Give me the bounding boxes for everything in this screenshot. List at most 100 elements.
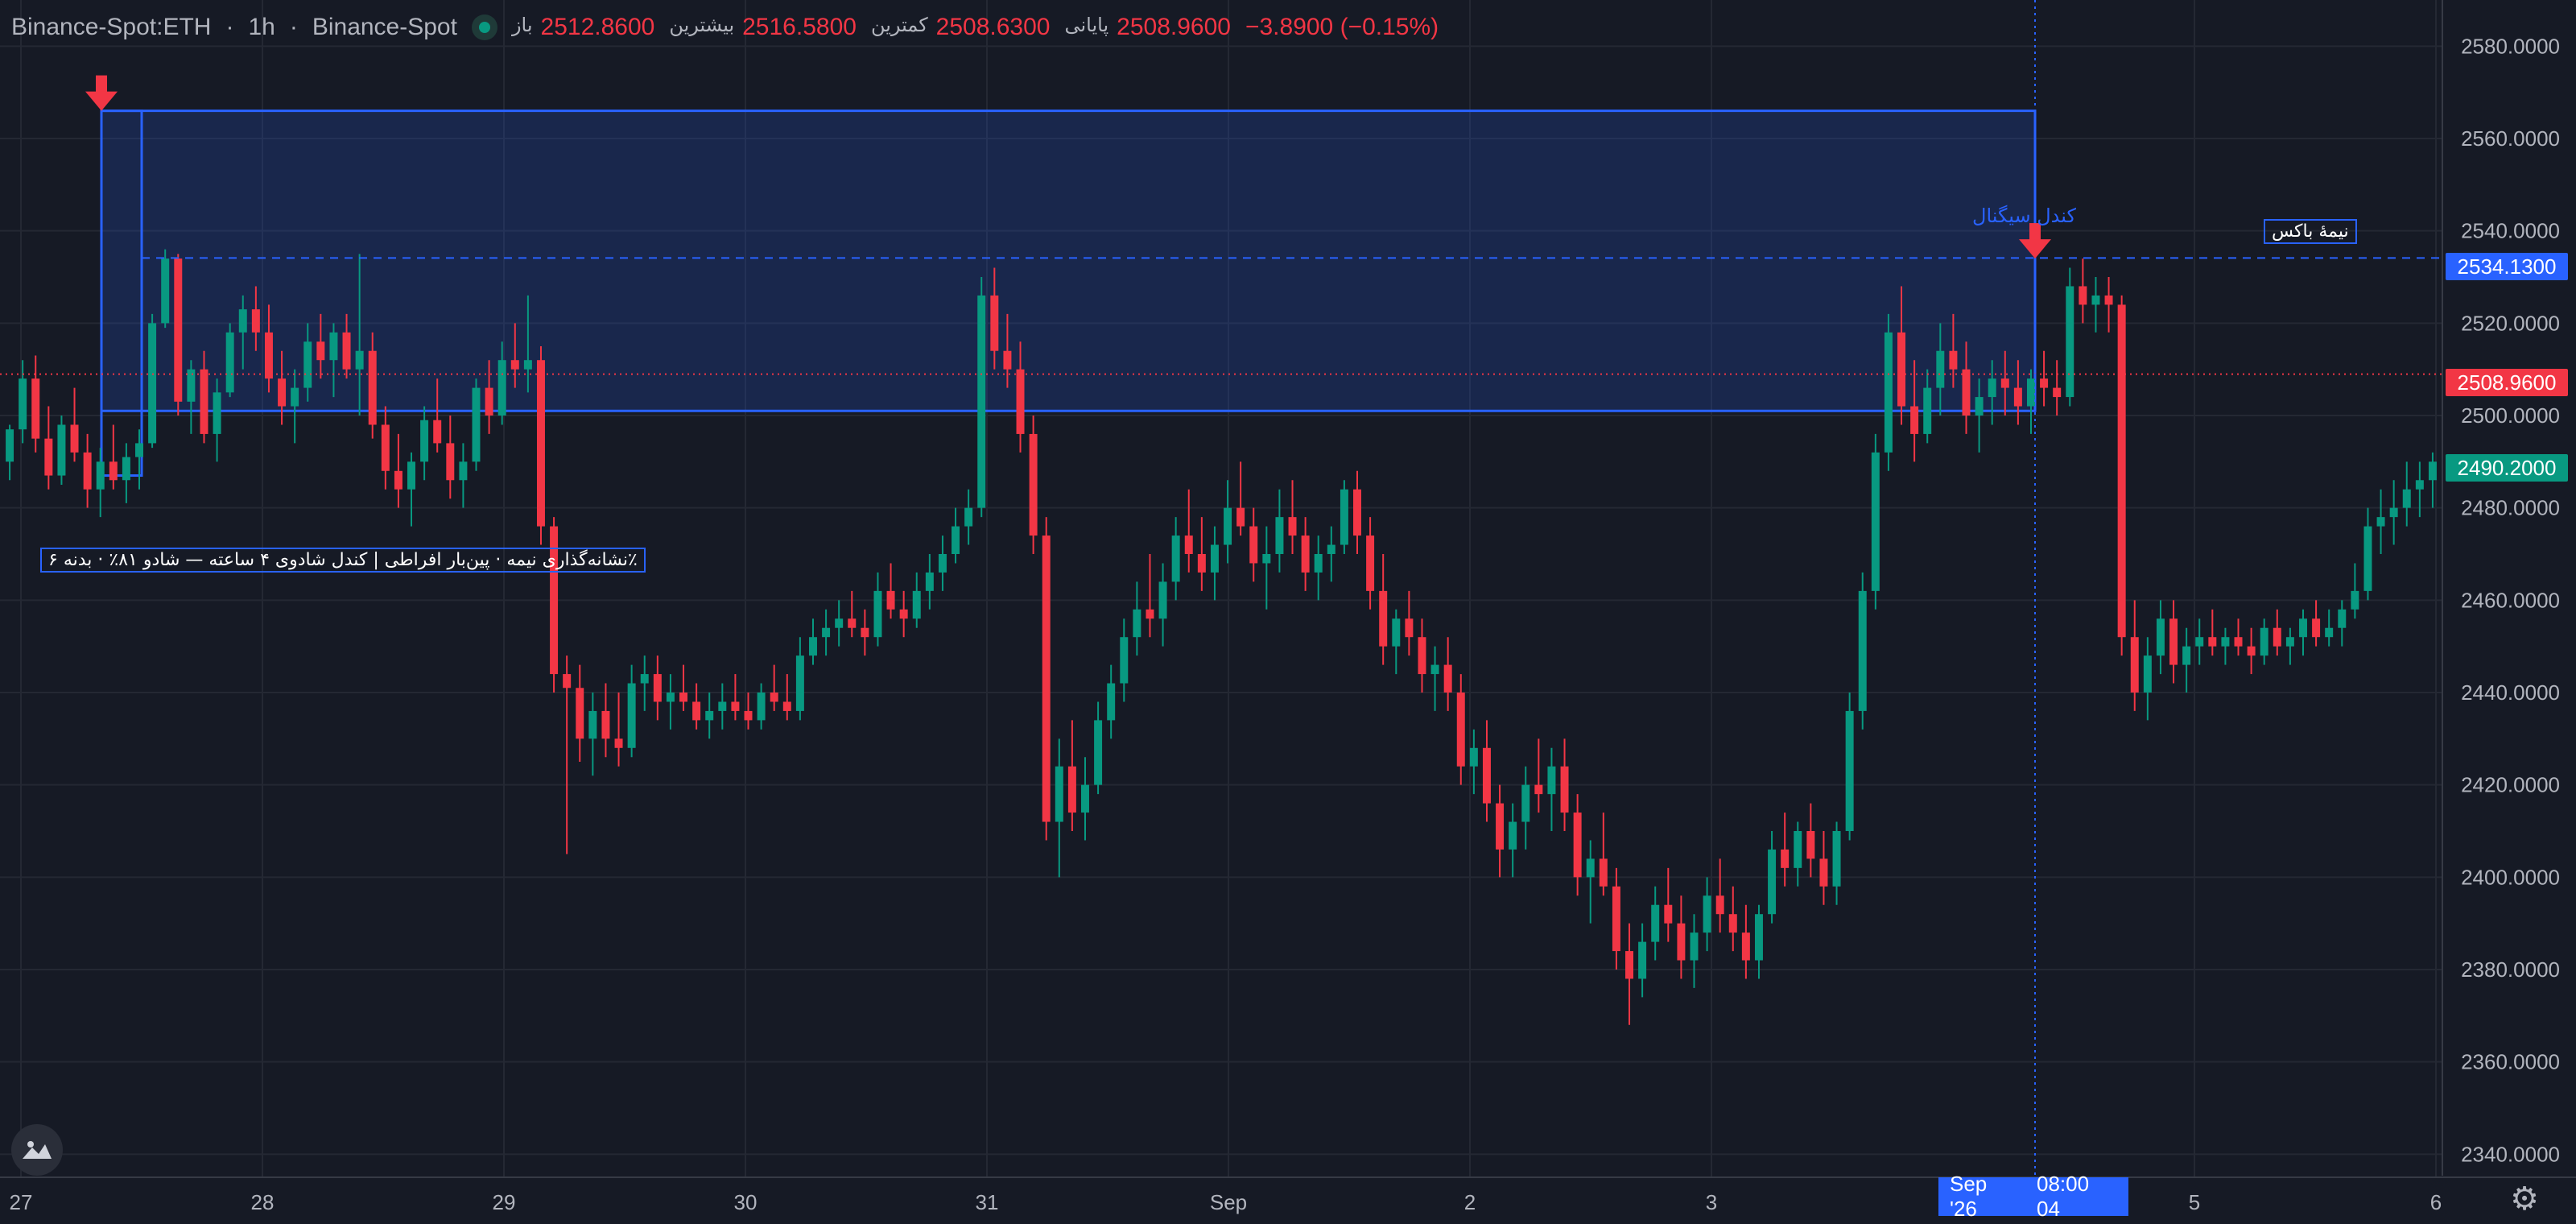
candle [1392, 609, 1401, 675]
candle-body [31, 378, 40, 439]
candle-body [485, 387, 493, 416]
candle [2013, 360, 2022, 425]
candle [1703, 877, 1711, 952]
candle [952, 507, 960, 564]
candle-body [2195, 637, 2204, 647]
candle-body [1884, 332, 1893, 453]
candle [1612, 867, 1620, 970]
candle [316, 313, 325, 379]
supply-zone-box [100, 110, 2037, 412]
candle-body [2221, 637, 2230, 647]
candle-body [2091, 295, 2100, 305]
candle-body [213, 392, 221, 434]
candle [2325, 609, 2334, 647]
candle-body [563, 674, 572, 688]
candle [200, 350, 208, 444]
candle-body [2325, 627, 2334, 638]
candle-body [2040, 378, 2049, 388]
candle-body [1703, 895, 1711, 933]
candle [1482, 720, 1491, 822]
candle-body [2247, 646, 2256, 656]
candle-body [1832, 831, 1841, 887]
candle [886, 563, 895, 619]
settings-gear-icon[interactable]: ⚙ [2510, 1181, 2539, 1217]
candle [225, 323, 234, 398]
candle [731, 674, 740, 721]
candle [679, 664, 688, 711]
candle [2026, 369, 2035, 434]
candle-body [2013, 387, 2022, 407]
candle-body [744, 710, 753, 721]
candle-body [757, 693, 766, 721]
candle [1975, 378, 1984, 453]
candle-body [381, 424, 390, 471]
half-box-label[interactable]: نیمهٔ باکس [2264, 219, 2357, 244]
candle [148, 313, 157, 449]
candle-body [2312, 618, 2321, 638]
candle-body [1236, 507, 1245, 527]
candle [2273, 609, 2281, 656]
candle-body [96, 461, 105, 490]
candle-body [1781, 849, 1790, 868]
crosshair-time-badge: Sep '26 08:00 04 [1938, 1172, 2128, 1221]
candle-body [1871, 452, 1880, 591]
candle-body [523, 360, 532, 370]
candle [1910, 360, 1919, 462]
candle [770, 664, 778, 711]
candle-body [1482, 747, 1491, 804]
candle [2363, 507, 2372, 601]
candle-body [6, 429, 14, 462]
candle [653, 655, 662, 721]
candle [1418, 618, 1426, 693]
candle-body [2104, 295, 2113, 305]
candle [1988, 360, 1996, 425]
candle [1781, 813, 1790, 887]
candle-body [808, 637, 817, 656]
candle [2247, 627, 2256, 675]
candle-body [316, 341, 325, 361]
candle-body [952, 526, 960, 554]
candle-body [822, 627, 831, 638]
candle [822, 609, 831, 656]
candle-body [2156, 618, 2165, 656]
candle-body [57, 424, 66, 476]
candle [2260, 618, 2268, 665]
candle-body [1741, 932, 1750, 961]
candle [1197, 517, 1206, 591]
candle-body [1923, 387, 1932, 434]
price-axis-bg [2442, 0, 2576, 1224]
candle-body [640, 674, 649, 684]
candle-body [1586, 858, 1595, 878]
candle-body [1249, 526, 1258, 564]
candle [2117, 295, 2126, 656]
candle-body [1690, 932, 1699, 961]
candle [1055, 738, 1063, 878]
candle-body [925, 572, 934, 591]
signal-candle-label[interactable]: کندل سیگنال [1972, 205, 2076, 227]
candle-body [459, 461, 468, 481]
candle [135, 429, 143, 490]
candle [446, 416, 455, 499]
candle [1521, 766, 1530, 850]
candle [2079, 258, 2087, 324]
candle-body [1146, 609, 1154, 619]
legend-interval[interactable]: 1h [248, 14, 275, 40]
price-tick-label: 2500.0000 [2461, 403, 2560, 428]
legend-symbol[interactable]: Binance-Spot:ETH [11, 14, 212, 40]
tradingview-logo-icon[interactable] [11, 1124, 63, 1176]
candle [2376, 489, 2385, 554]
pin-bar-info-box[interactable]: ٪نشانه‌گذاری نیمه · پین‌بار افراطی | کند… [40, 548, 646, 573]
candle [1573, 794, 1582, 896]
candle-body [1443, 664, 1452, 693]
price-tick-label: 2440.0000 [2461, 680, 2560, 705]
candle [1509, 803, 1517, 878]
candle-body [938, 554, 947, 573]
candle [83, 433, 92, 508]
candle [213, 378, 221, 462]
time-tick-label: 29 [493, 1190, 516, 1214]
candle-body [472, 387, 481, 462]
candle [510, 323, 519, 388]
market-status-icon [471, 14, 497, 40]
candle-body [1327, 544, 1335, 554]
